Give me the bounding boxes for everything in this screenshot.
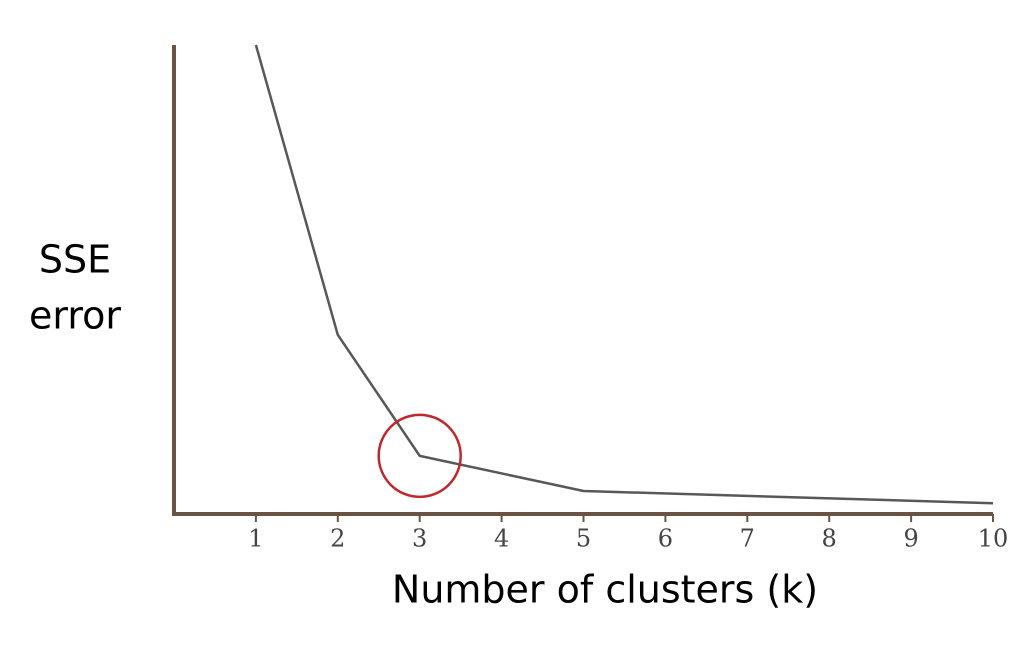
x-tick-label: 2 [330,525,345,553]
x-tick-label: 6 [658,525,673,553]
x-tick-label: 8 [822,525,837,553]
x-tick-label: 10 [978,525,1009,553]
highlight-circle [377,413,462,499]
line [254,44,994,505]
y-axis-label: SSE [39,238,111,282]
x-tick-label: 4 [494,525,509,553]
x-axis-label: Number of clusters (k) [392,568,818,612]
x-tick-label: 1 [248,525,263,553]
y-axis-label: error [29,294,121,338]
x-tick-label: 9 [903,525,918,553]
x-tick-label: 5 [576,525,591,553]
x-tick-label: 3 [412,525,427,553]
x-tick-label: 7 [740,525,755,553]
